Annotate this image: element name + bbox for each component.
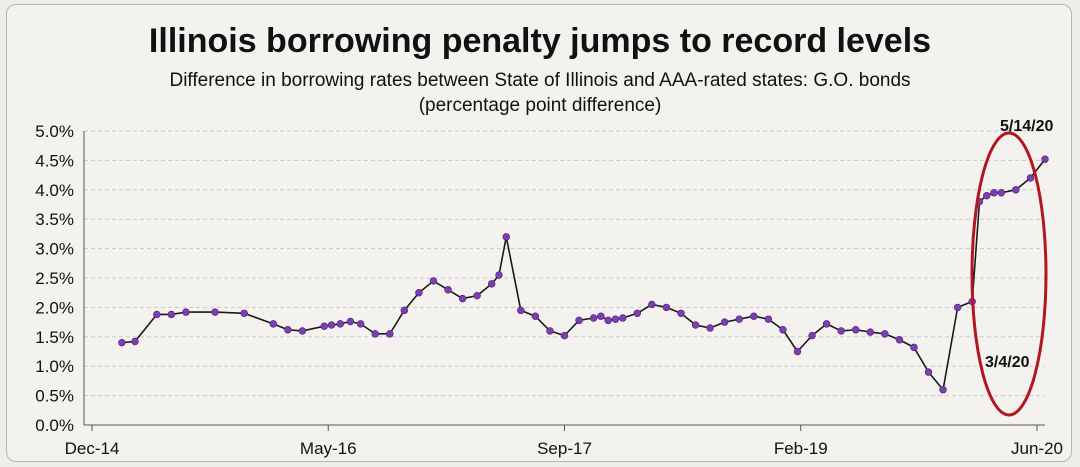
data-point (990, 189, 998, 197)
data-point (604, 316, 612, 325)
data-point (924, 368, 933, 376)
data-point (400, 306, 409, 315)
data-point (386, 330, 394, 338)
annotation-peak-date: 5/14/20 (1000, 118, 1053, 135)
data-point (346, 317, 355, 326)
series-line (121, 158, 1046, 391)
y-tick-label: 5.0% (35, 122, 74, 141)
data-point (240, 309, 248, 317)
chart-subtitle-units: (percentage point difference) (418, 95, 662, 116)
y-tick-label: 1.5% (35, 328, 74, 347)
data-point (706, 324, 714, 332)
chart-subtitle: Difference in borrowing rates between St… (169, 70, 911, 91)
data-point (444, 286, 452, 294)
data-point (808, 331, 816, 340)
data-point (560, 331, 569, 340)
y-tick-label: 0.5% (35, 387, 74, 406)
data-point (735, 315, 743, 323)
data-point (336, 320, 344, 328)
data-point (131, 337, 139, 346)
data-point (118, 338, 126, 347)
data-point (895, 336, 904, 344)
data-point (611, 315, 620, 323)
data-point (320, 322, 328, 330)
data-point (910, 343, 918, 352)
data-point (473, 291, 481, 300)
x-tick-label: Feb-19 (774, 439, 828, 458)
data-point (298, 327, 307, 335)
data-point (597, 312, 605, 320)
data-point (997, 189, 1006, 197)
data-point (939, 386, 947, 394)
annotations: 5/14/20 3/4/20 (970, 118, 1053, 417)
data-point (983, 191, 991, 200)
data-point (429, 277, 438, 285)
data-point (793, 347, 802, 356)
data-point (182, 308, 190, 316)
y-tick-label: 0.0% (35, 416, 74, 435)
gridlines (84, 130, 1045, 426)
data-point (575, 316, 583, 325)
x-tick-label: Sep-17 (537, 439, 592, 458)
data-point (1026, 174, 1035, 182)
data-point (327, 321, 336, 329)
y-tick-label: 3.5% (35, 210, 74, 229)
data-point (356, 320, 365, 328)
x-tick-label: Dec-14 (65, 439, 120, 458)
y-axis: 0.0% 0.5% 1.0% 1.5% 2.0% 2.5% 3.0% 3.5% 4.0% 4.5%… (35, 122, 85, 435)
data-point (750, 312, 758, 320)
data-point (648, 300, 656, 309)
y-tick-label: 4.0% (35, 181, 74, 200)
y-tick-label: 4.5% (35, 151, 74, 170)
data-point (211, 308, 219, 316)
data-point (495, 271, 503, 279)
y-tick-label: 2.0% (35, 298, 74, 317)
data-point (458, 294, 467, 303)
x-axis: Dec-14 May-16 Sep-17 Feb-19 Jun-20 (65, 424, 1063, 458)
highlight-ellipse (970, 131, 1048, 417)
data-point (662, 303, 671, 312)
y-tick-label: 2.5% (35, 269, 74, 288)
annotation-jump-date: 3/4/20 (985, 354, 1030, 371)
data-point (167, 310, 176, 319)
data-point (415, 289, 423, 297)
data-point (517, 306, 525, 315)
x-tick-label: Jun-20 (1011, 439, 1063, 458)
data-point (502, 233, 510, 241)
data-point (619, 314, 627, 322)
data-point (284, 326, 292, 334)
series-group (118, 155, 1049, 394)
data-point (153, 310, 161, 319)
x-tick-label: May-16 (300, 439, 357, 458)
y-tick-label: 3.0% (35, 240, 74, 259)
chart-title: Illinois borrowing penalty jumps to reco… (148, 22, 932, 60)
data-point (546, 327, 554, 335)
chart-frame (6, 4, 1072, 462)
data-point (837, 327, 845, 335)
y-tick-label: 1.0% (35, 357, 74, 376)
data-point (371, 330, 379, 338)
data-point (852, 326, 860, 334)
data-point (779, 326, 787, 334)
data-point (866, 328, 874, 336)
data-point (589, 314, 598, 322)
data-point (677, 309, 685, 317)
data-point (1041, 155, 1049, 163)
data-point (720, 318, 729, 326)
data-point (953, 303, 962, 312)
data-point (531, 312, 540, 320)
data-point (881, 330, 889, 338)
data-point (269, 320, 277, 328)
data-point (764, 315, 773, 323)
data-point (633, 309, 642, 317)
data-point (691, 321, 700, 329)
data-point (1012, 186, 1020, 194)
data-point (822, 320, 831, 328)
data-point (487, 280, 496, 288)
